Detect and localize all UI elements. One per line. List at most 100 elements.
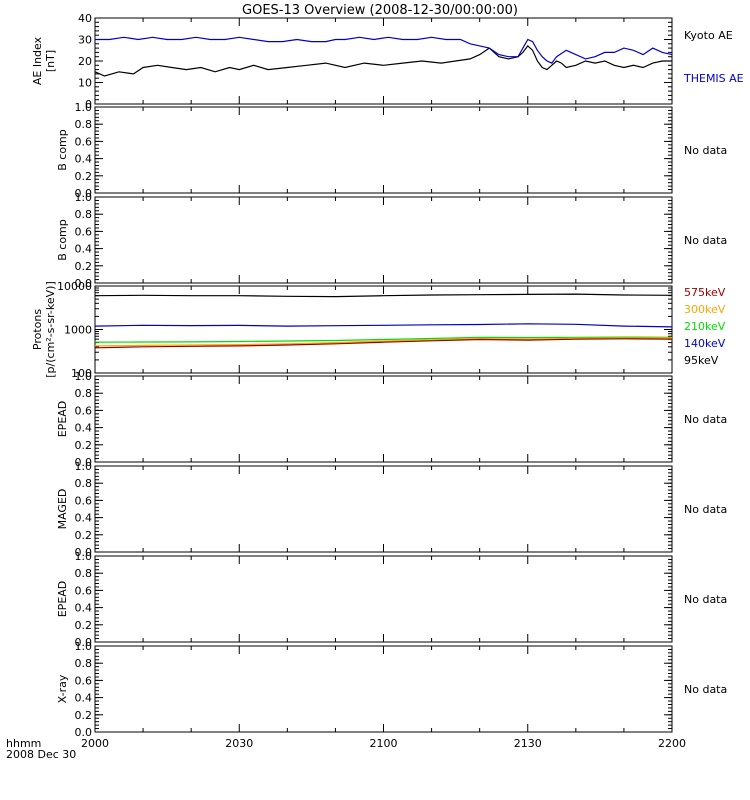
panels-group: 0 10 20 30 40 AE Index [nT] Kyoto AE THEMIS AE 0.…	[31, 12, 744, 739]
y-tick-label: 0	[85, 98, 92, 111]
y-tick-label: 40	[78, 12, 92, 25]
panel-protons: 100 1000 10000 Protons [p/(cm²-s-sr-keV)] 575…	[31, 280, 726, 380]
y-tick-label: 100	[71, 367, 92, 380]
x-axis-group: hhmm 2008 Dec 30 2000 2030 2100 2130 2200	[6, 737, 686, 761]
x-tick-label: 2130	[514, 737, 542, 750]
x-tick-label: 2030	[225, 737, 253, 750]
y-axis-label: MAGED	[56, 489, 69, 530]
y-tick-label: 0.4	[75, 422, 93, 435]
series-line-140kev	[94, 323, 673, 328]
y-tick-label: 1.0	[75, 101, 93, 114]
series-line-300kev	[94, 337, 672, 347]
y-tick-label: 0.4	[75, 692, 93, 705]
panel-frame	[94, 285, 673, 374]
panel-maged: 0.0 0.2 0.4 0.6 0.8 1.0 MAGED No data	[56, 460, 727, 559]
y-tick-label: 0.4	[75, 153, 93, 166]
y-tick-label: 20	[78, 55, 92, 68]
y-tick-label: 1.0	[75, 640, 93, 653]
series-line-210kev	[94, 336, 673, 343]
y-tick-label: 0.4	[75, 602, 93, 615]
y-tick-label: 0.6	[75, 135, 93, 148]
y-tick-label: 1.0	[75, 550, 93, 563]
no-data-label: No data	[684, 593, 727, 606]
y-tick-label: 10000	[57, 280, 92, 293]
y-tick-label: 0.8	[75, 118, 93, 131]
no-data-label: No data	[684, 234, 727, 247]
legend-themis-ae: THEMIS AE	[683, 72, 744, 85]
y-tick-label: 0.0	[75, 187, 93, 200]
panel-frame	[94, 465, 673, 553]
series-line-575kev	[94, 338, 673, 349]
legend-95kev: 95keV	[684, 354, 719, 367]
y-tick-label: 0.0	[75, 456, 93, 469]
y-tick-label: 0.0	[75, 277, 93, 290]
y-tick-label: 0.8	[75, 387, 93, 400]
y-axis-label: X-ray	[56, 674, 69, 703]
y-tick-label: 0.8	[75, 208, 93, 221]
y-tick-label: 0.6	[75, 404, 93, 417]
no-data-label: No data	[684, 683, 727, 696]
legend-kyoto-ae: Kyoto AE	[684, 29, 733, 42]
y-axis-label: [nT]	[44, 50, 57, 72]
y-tick-label: 1.0	[75, 460, 93, 473]
y-axis-label: EPEAD	[56, 401, 69, 438]
y-tick-label: 0.6	[75, 494, 93, 507]
y-axis-label: EPEAD	[56, 581, 69, 618]
no-data-label: No data	[684, 413, 727, 426]
panel-epead1: 0.0 0.2 0.4 0.6 0.8 1.0 EPEAD No data	[56, 370, 727, 469]
x-tick-label: 2000	[81, 737, 109, 750]
figure-title: GOES-13 Overview (2008-12-30/00:00:00)	[242, 3, 518, 18]
y-tick-label: 0.0	[75, 726, 93, 739]
panel-bcomp1: 0.0 0.2 0.4 0.6 0.8 1.0 B comp No data	[56, 101, 727, 200]
y-tick-label: 0.8	[75, 657, 93, 670]
x-axis-label-hhmm: hhmm	[6, 737, 41, 750]
y-tick-label: 0.2	[75, 170, 93, 183]
y-tick-label: 0.6	[75, 674, 93, 687]
y-tick-label: 1.0	[75, 191, 93, 204]
y-tick-label: 0.8	[75, 477, 93, 490]
series-line-kyoto-ae	[94, 45, 672, 77]
y-axis-label: AE Index	[31, 36, 44, 85]
y-axis-label: B comp	[56, 219, 69, 261]
no-data-label: No data	[684, 503, 727, 516]
y-tick-label: 0.0	[75, 636, 93, 649]
panel-ae: 0 10 20 30 40 AE Index [nT] Kyoto AE THEMIS AE	[31, 12, 744, 111]
panel-epead2: 0.0 0.2 0.4 0.6 0.8 1.0 EPEAD No data	[56, 550, 727, 649]
panel-frame	[94, 196, 673, 284]
y-tick-label: 0.2	[75, 619, 93, 632]
y-tick-label: 30	[78, 34, 92, 47]
y-tick-label: 1000	[64, 324, 92, 337]
panel-frame	[94, 555, 673, 643]
panel-bcomp2: 0.0 0.2 0.4 0.6 0.8 1.0 B comp No data	[56, 191, 727, 290]
panel-frame	[94, 375, 673, 463]
legend-300kev: 300keV	[684, 303, 726, 316]
y-tick-label: 0.4	[75, 243, 93, 256]
x-axis-label-date: 2008 Dec 30	[6, 748, 76, 761]
y-tick-label: 0.2	[75, 260, 93, 273]
y-axis-label: B comp	[56, 129, 69, 171]
y-tick-label: 0.6	[75, 584, 93, 597]
panel-frame	[94, 645, 673, 733]
y-tick-label: 0.2	[75, 529, 93, 542]
panel-xray: 0.0 0.2 0.4 0.6 0.8 1.0 X-ray No data	[56, 640, 727, 739]
legend-210kev: 210keV	[684, 320, 726, 333]
y-tick-label: 0.0	[75, 546, 93, 559]
y-tick-label: 0.2	[75, 439, 93, 452]
legend-575kev: 575keV	[684, 286, 726, 299]
y-tick-label: 0.8	[75, 567, 93, 580]
y-tick-label: 10	[78, 77, 92, 90]
x-tick-label: 2100	[370, 737, 398, 750]
x-tick-label: 2200	[658, 737, 686, 750]
series-line-95kev	[94, 293, 673, 298]
y-tick-label: 0.6	[75, 225, 93, 238]
legend-140kev: 140keV	[684, 337, 726, 350]
y-axis-label: Protons	[31, 309, 44, 350]
y-axis-label: [p/(cm²-s-sr-keV)]	[44, 281, 57, 378]
panel-frame	[94, 106, 673, 194]
no-data-label: No data	[684, 144, 727, 157]
y-tick-label: 0.2	[75, 709, 93, 722]
series-line-themis-ae	[95, 36, 673, 64]
y-tick-label: 0.4	[75, 512, 93, 525]
y-tick-label: 1.0	[75, 370, 93, 383]
